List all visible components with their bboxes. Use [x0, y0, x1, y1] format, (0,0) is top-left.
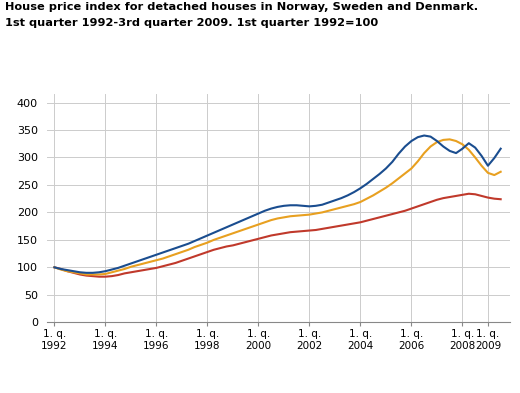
- Norway: [122, 263, 128, 268]
- Sweden: [275, 232, 281, 237]
- Sweden: [498, 197, 504, 202]
- Norway: [466, 141, 472, 145]
- Denmark: [485, 171, 491, 175]
- Norway: [51, 265, 58, 270]
- Line: Sweden: Sweden: [55, 194, 501, 277]
- Norway: [326, 200, 332, 205]
- Denmark: [64, 269, 70, 274]
- Sweden: [51, 265, 58, 270]
- Sweden: [466, 191, 472, 196]
- Denmark: [83, 272, 89, 277]
- Denmark: [122, 266, 128, 271]
- Sweden: [485, 195, 491, 200]
- Denmark: [466, 147, 472, 152]
- Norway: [485, 163, 491, 168]
- Text: House price index for detached houses in Norway, Sweden and Denmark.: House price index for detached houses in…: [5, 2, 478, 12]
- Text: 1st quarter 1992-3rd quarter 2009. 1st quarter 1992=100: 1st quarter 1992-3rd quarter 2009. 1st q…: [5, 18, 379, 28]
- Norway: [64, 268, 70, 272]
- Denmark: [275, 216, 281, 221]
- Sweden: [122, 271, 128, 276]
- Denmark: [498, 169, 504, 174]
- Norway: [498, 146, 504, 151]
- Norway: [275, 205, 281, 209]
- Norway: [83, 270, 89, 275]
- Line: Norway: Norway: [55, 136, 501, 273]
- Norway: [421, 133, 427, 138]
- Denmark: [447, 137, 453, 142]
- Sweden: [326, 226, 332, 230]
- Line: Denmark: Denmark: [55, 140, 501, 274]
- Denmark: [51, 265, 58, 270]
- Sweden: [96, 274, 102, 279]
- Denmark: [326, 208, 332, 213]
- Sweden: [459, 193, 465, 197]
- Sweden: [64, 269, 70, 274]
